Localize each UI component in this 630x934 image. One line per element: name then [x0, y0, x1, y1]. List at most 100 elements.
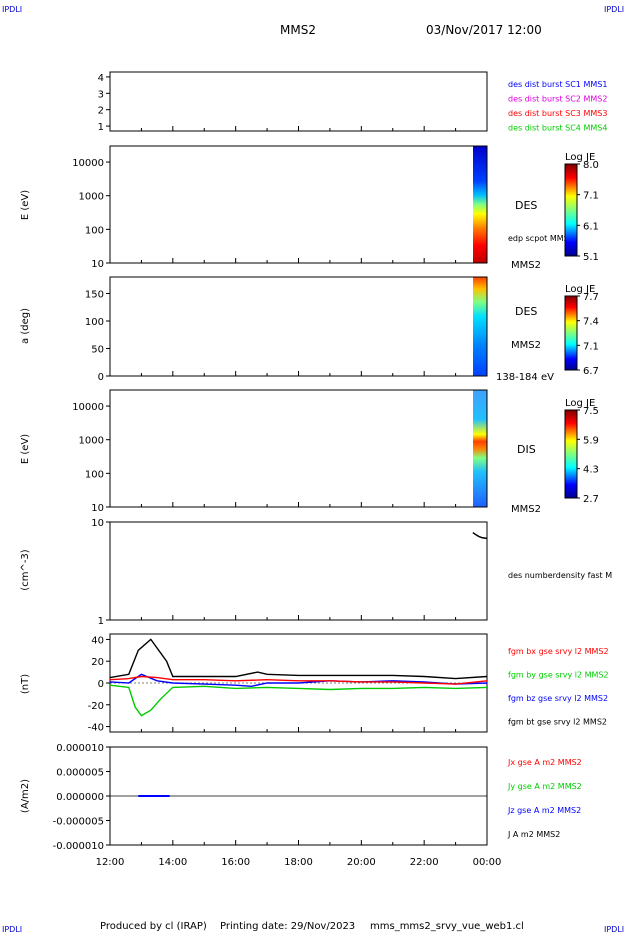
series-bt-line: [109, 638, 488, 680]
panel-density-tick-label: 10: [91, 518, 104, 529]
colorbar-des-pitch-tick-label: 7.4: [583, 317, 599, 328]
panel-des-pitch-tick-label: 150: [85, 290, 104, 301]
legend-bt: fgm bt gse srvy l2 MMS2: [508, 718, 607, 727]
x-tick-label: 18:00: [284, 857, 313, 868]
panel-des-energy-ylabel: E (eV): [20, 190, 31, 220]
panel-bfield-tick-label: 40: [91, 635, 104, 646]
legend-density: des numberdensity fast M: [508, 571, 612, 580]
x-tick-label: 20:00: [347, 857, 376, 868]
panel-des-pitch-ylabel: a (deg): [20, 308, 31, 344]
x-tick-label: 14:00: [158, 857, 187, 868]
x-tick-label: 12:00: [96, 857, 125, 868]
panel-bfield-tick-label: 0: [98, 679, 104, 690]
panel-dis-energy-tick-label: 10000: [72, 402, 104, 413]
colorbar-dis-energy-title: Log JE: [565, 398, 595, 409]
panel-spacecraft-tick-label: 1: [98, 122, 104, 133]
panel-current-tick-label: 0.000005: [56, 768, 104, 779]
panel-density-tick-label: 1: [98, 616, 104, 627]
panel-current-tick-label: 0.000000: [56, 792, 104, 803]
legend-current-2: Jy gse A m2 MMS2: [507, 782, 582, 791]
legend-by: fgm by gse srvy l2 MMS2: [508, 671, 609, 680]
panel-density-ylabel: (cm^-3): [20, 549, 31, 590]
panel-dis-energy-tick-label: 1000: [79, 436, 104, 447]
panel-des-pitch-label: DES: [515, 305, 537, 318]
panel-des-energy-tick-label: 100: [85, 225, 104, 236]
panel-des-energy-sublabel: edp scpot MMS2: [508, 234, 574, 243]
legend-bz: fgm bz gse srvy l2 MMS2: [508, 694, 608, 703]
footer-file: mms_mms2_srvy_vue_web1.cl: [370, 921, 524, 932]
legend-current-3: Jz gse A m2 MMS2: [507, 806, 581, 815]
panel-spacecraft-frame: [109, 71, 488, 132]
panel-des-pitch-frame: [109, 276, 488, 377]
colorbar-des-pitch-tick-label: 7.1: [583, 341, 599, 352]
datetime-title: 03/Nov/2017 12:00: [426, 23, 542, 37]
corner-label-tr: IPDLI: [604, 5, 624, 14]
spacecraft-title: MMS2: [280, 23, 316, 37]
panel-spacecraft-tick-label: 4: [98, 73, 104, 84]
panel-des-energy-frame: [109, 145, 488, 264]
legend-bx: fgm bx gse srvy l2 MMS2: [508, 647, 609, 656]
des-energy-spectrogram-strip: [473, 146, 487, 263]
panel-bfield-tick-label: -40: [88, 723, 104, 734]
footer-produced: Produced by cl (IRAP): [100, 921, 207, 932]
colorbar-des-pitch-tick-label: 6.7: [583, 366, 599, 377]
panel-density-frame: [109, 521, 488, 621]
x-tick-label: 00:00: [473, 857, 502, 868]
colorbar-des-pitch-tick-label: 7.7: [583, 292, 599, 303]
x-tick-label: 22:00: [410, 857, 439, 868]
panel-dis-energy-bottom-label: MMS2: [511, 504, 541, 515]
colorbar-dis-energy-tick-label: 7.5: [583, 406, 599, 417]
series-bx-line: [109, 675, 488, 685]
colorbar-des-energy-title: Log JE: [565, 152, 595, 163]
colorbar-dis-energy-tick-label: 5.9: [583, 435, 599, 446]
panel-dis-energy-label: DIS: [517, 443, 536, 456]
panel-des-energy-bottom-label: MMS2: [511, 260, 541, 271]
legend-current-4: J A m2 MMS2: [507, 830, 560, 839]
colorbar-des-pitch-bar: [564, 295, 578, 371]
colorbar-des-energy-tick-label: 8.0: [583, 160, 599, 171]
panel-des-pitch-sublabel: MMS2: [511, 340, 541, 351]
corner-label-tl: IPDLI: [2, 5, 22, 14]
des-pitch-spectrogram-strip: [473, 277, 487, 376]
panel-des-pitch-tick-label: 50: [91, 345, 104, 356]
panel-des-energy-tick-label: 1000: [79, 192, 104, 203]
legend-spacecraft-2: des dist burst SC2 MMS2: [508, 95, 607, 104]
colorbar-dis-energy-tick-label: 4.3: [583, 465, 599, 476]
panel-des-pitch-bottom-label: 138-184 eV: [496, 372, 554, 383]
colorbar-dis-energy-tick-label: 2.7: [583, 494, 599, 505]
panel-des-energy-tick-label: 10000: [72, 158, 104, 169]
series-density-line: [472, 531, 488, 540]
legend-spacecraft-4: des dist burst SC4 MMS4: [508, 124, 607, 133]
legend-current-1: Jx gse A m2 MMS2: [507, 758, 582, 767]
panel-current-tick-label: -0.000005: [53, 817, 104, 828]
corner-label-br: IPDLI: [604, 925, 624, 934]
dis-energy-spectrogram-strip: [473, 390, 487, 507]
panel-dis-energy-tick-label: 100: [85, 469, 104, 480]
legend-spacecraft-3: des dist burst SC3 MMS3: [508, 109, 607, 118]
colorbar-des-energy-bar: [564, 163, 578, 257]
panel-spacecraft-tick-label: 2: [98, 106, 104, 117]
panel-bfield-tick-label: 20: [91, 657, 104, 668]
panel-current-tick-label: 0.000010: [56, 743, 104, 754]
panel-spacecraft-tick-label: 3: [98, 89, 104, 100]
panel-dis-energy-ylabel: E (eV): [20, 434, 31, 464]
panel-dis-energy-tick-label: 10: [91, 503, 104, 514]
panel-dis-energy-frame: [109, 389, 488, 508]
colorbar-dis-energy-bar: [564, 409, 578, 499]
colorbar-des-pitch-title: Log JE: [565, 284, 595, 295]
colorbar-des-energy-tick-label: 6.1: [583, 221, 599, 232]
legend-spacecraft-1: des dist burst SC1 MMS1: [508, 80, 607, 89]
corner-label-bl: IPDLI: [2, 925, 22, 934]
panel-des-pitch-tick-label: 100: [85, 317, 104, 328]
colorbar-des-energy-tick-label: 5.1: [583, 252, 599, 263]
panel-current-tick-label: -0.000010: [53, 841, 104, 852]
colorbar-des-energy-tick-label: 7.1: [583, 191, 599, 202]
panel-des-pitch-tick-label: 0: [98, 372, 104, 383]
panel-des-energy-tick-label: 10: [91, 259, 104, 270]
panel-des-energy-label: DES: [515, 199, 537, 212]
footer-printing: Printing date: 29/Nov/2023: [220, 921, 355, 932]
panel-bfield-tick-label: -20: [88, 701, 104, 712]
panel-current-ylabel: (A/m2): [20, 779, 31, 813]
panel-bfield-ylabel: (nT): [20, 674, 31, 694]
